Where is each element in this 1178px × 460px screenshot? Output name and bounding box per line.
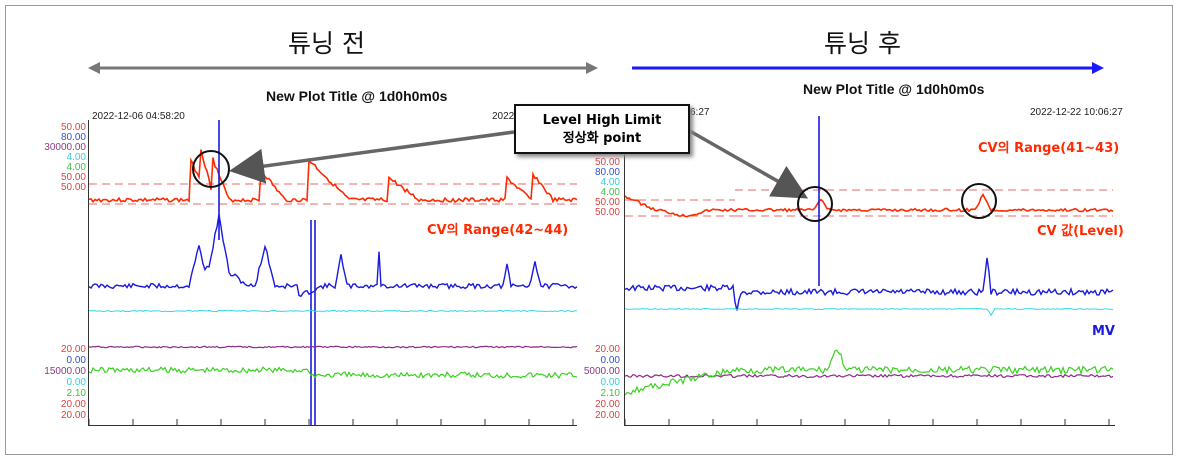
- left-scale-bottom-label-4: 2.10: [66, 388, 86, 399]
- left-timestamp: 2022-12-06 04:58:20: [92, 111, 185, 122]
- right-scale-top-label-1: 80.00: [594, 167, 620, 178]
- left-aux3-trend: [89, 345, 578, 349]
- right-scale-bottom-label-5: 20.00: [594, 399, 620, 410]
- left-scale-bottom-label-0: 20.00: [60, 344, 86, 355]
- right-cv-range-label: CV의 Range(41~43): [978, 141, 1120, 156]
- left-scale-top-label-1: 80.00: [60, 132, 86, 143]
- left-scale-top-label-2: 30000.00: [44, 142, 86, 153]
- left-cv-range-label: CV의 Range(42~44): [427, 223, 569, 238]
- right-aux2-trend: [625, 349, 1114, 396]
- right-timestamp-fragment: 6:27: [690, 107, 710, 118]
- right-scale-bottom-label-6: 20.00: [594, 410, 620, 421]
- heading-before-tuning: 튜닝 전: [288, 29, 365, 58]
- right-timestamp: 2022-12-22 10:06:27: [1030, 107, 1123, 118]
- callout-line1: Level High Limit: [542, 113, 662, 128]
- left-scale-top-label-3: 4.00: [66, 152, 86, 163]
- right-scale-bottom-label-3: 0.00: [600, 377, 620, 388]
- right-plot-title: New Plot Title @ 1d0h0m0s: [803, 81, 985, 97]
- right-cv-value-label: CV 값(Level): [1037, 224, 1124, 239]
- right-scale-bottom-label-0: 20.00: [594, 344, 620, 355]
- right-trend-panel: [624, 116, 1115, 426]
- left-scale-bottom-label-1: 0.00: [66, 355, 86, 366]
- slide-frame: [5, 5, 1173, 455]
- left-timestamp-fragment: 2022-: [492, 111, 518, 122]
- right-mv-label: MV: [1092, 324, 1115, 339]
- left-scale-bottom-label-3: 0.00: [66, 377, 86, 388]
- right-trend-svg: [625, 116, 1114, 425]
- callout-box: Level High Limit 정상화 point: [514, 104, 690, 154]
- left-scale-top-label-4: 4.00: [66, 162, 86, 173]
- right-aux1-trend: [625, 307, 1114, 317]
- right-mv-trend: [625, 257, 1114, 311]
- right-scale-top-label-5: 50.00: [594, 207, 620, 218]
- left-plot-title: New Plot Title @ 1d0h0m0s: [266, 88, 448, 104]
- left-trend-svg: [89, 120, 578, 425]
- left-trend-panel: [88, 120, 578, 426]
- left-mv-trend: [89, 214, 578, 298]
- right-scale-bottom-label-1: 0.00: [600, 355, 620, 366]
- right-scale-top-label-2: 4.00: [600, 177, 620, 188]
- left-scale-bottom-label-5: 20.00: [60, 399, 86, 410]
- heading-after-tuning: 튜닝 후: [824, 29, 901, 58]
- right-aux3-trend: [625, 373, 1114, 379]
- left-cv-trend: [89, 149, 578, 204]
- double-arrow-gray: [88, 62, 598, 74]
- left-scale-bottom-label-2: 15000.00: [44, 366, 86, 377]
- left-aux2-trend: [89, 366, 578, 379]
- right-scale-bottom-label-4: 2.10: [600, 388, 620, 399]
- left-scale-top-label-0: 50.00: [60, 122, 86, 133]
- callout-line2: 정상화 point: [562, 131, 642, 146]
- left-scale-bottom-label-6: 20.00: [60, 410, 86, 421]
- right-scale-bottom-label-2: 5000.00: [583, 366, 620, 377]
- left-scale-top-label-5: 50.00: [60, 172, 86, 183]
- right-cv-trend: [625, 193, 1114, 218]
- right-scale-top-label-3: 4.00: [600, 187, 620, 198]
- left-aux1-trend: [89, 309, 578, 313]
- right-arrow-blue: [632, 62, 1104, 74]
- left-scale-top-label-6: 50.00: [60, 182, 86, 193]
- right-scale-top-label-4: 50.00: [594, 197, 620, 208]
- right-scale-top-label-0: 50.00: [594, 157, 620, 168]
